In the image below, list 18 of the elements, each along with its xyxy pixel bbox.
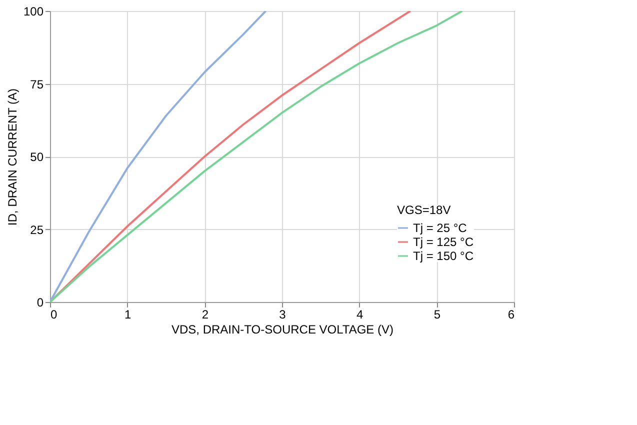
x-tick-label: 1 xyxy=(124,308,132,322)
legend-label: Tj = 25 °C xyxy=(413,221,468,235)
x-tick-label: 2 xyxy=(202,308,209,322)
x-tick-label: 5 xyxy=(434,308,441,322)
x-tick-label: 0 xyxy=(50,308,58,322)
y-tick-label: 50 xyxy=(30,150,44,164)
y-tick-label: 0 xyxy=(36,296,44,310)
y-axis-title: ID, DRAIN CURRENT (A) xyxy=(5,88,20,226)
legend-label: Tj = 150 °C xyxy=(413,249,474,263)
legend-label: Tj = 125 °C xyxy=(413,235,474,249)
y-tick-label: 75 xyxy=(30,77,44,92)
x-tick-label: 3 xyxy=(279,308,286,322)
x-tick-label: 6 xyxy=(508,308,515,322)
x-axis-title: VDS, DRAIN-TO-SOURCE VOLTAGE (V) xyxy=(171,322,394,336)
legend-title: VGS=18V xyxy=(397,203,451,217)
y-tick-label: 25 xyxy=(30,222,44,237)
y-tick-label: 100 xyxy=(23,4,44,18)
x-tick-label: 4 xyxy=(356,308,364,322)
